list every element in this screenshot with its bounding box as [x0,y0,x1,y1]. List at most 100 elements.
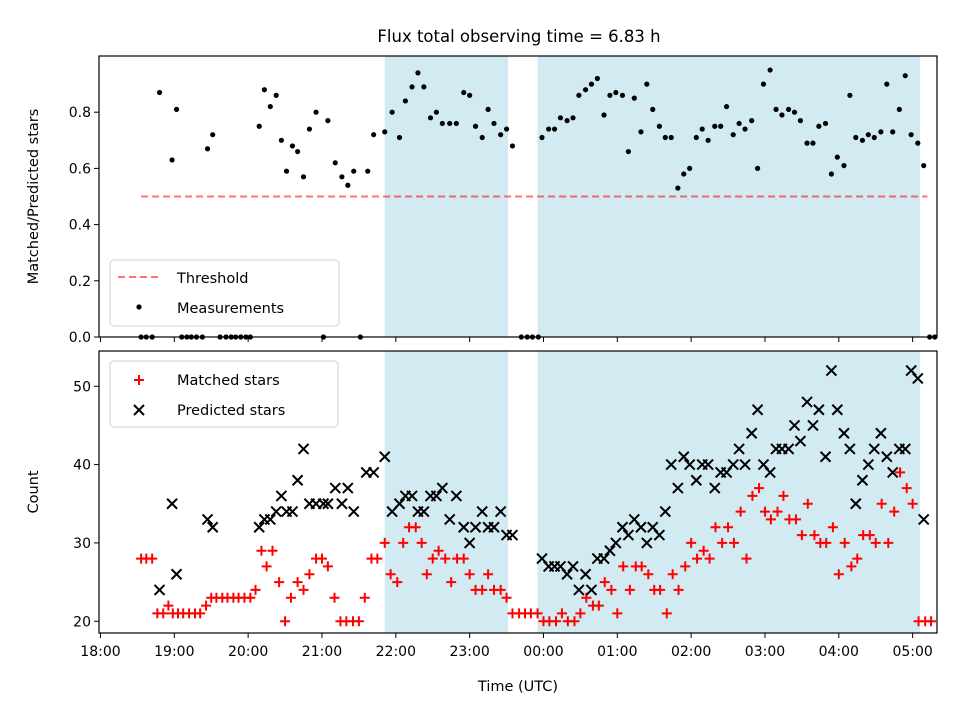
matched-stars-point [392,577,403,588]
predicted-stars-point [764,466,776,479]
matched-stars-point [316,553,327,564]
predicted-stars-point [868,443,880,455]
measurement-point [345,182,351,188]
matched-stars-point [735,506,746,517]
measurement-point [421,84,427,90]
matched-stars-point [280,616,291,627]
x-tick-label: 02:00 [671,644,711,660]
predicted-stars-point [665,458,677,471]
measurement-point [712,123,718,129]
measurement-point [853,134,859,141]
figure-title: Flux total observing time = 6.83 h [377,27,660,46]
measurement-point [810,140,816,146]
predicted-stars-point [709,482,721,494]
measurement-point [884,81,890,87]
predicted-stars-point [850,498,862,510]
measurement-point [351,168,357,174]
measurement-point [261,87,267,93]
matched-stars-point [458,553,469,564]
matched-stars-point [661,608,672,619]
predicted-stars-point [270,505,282,518]
matched-stars-point [285,592,296,603]
predicted-stars-point [494,505,507,518]
x-axis-label: Time (UTC) [477,679,558,695]
predicted-stars-point [807,419,819,432]
measurement-point [491,120,497,127]
matched-stars-point [427,553,438,564]
matched-stars-point [464,569,475,580]
predicted-stars-point [506,529,519,541]
predicted-stars-point [899,443,911,455]
predicted-stars-point [610,537,622,549]
y-axis-label: Count [26,470,42,513]
measurement-point [300,174,307,180]
legend-matched-label: Matched stars [177,373,280,389]
legend: Matched stars Predicted stars [109,360,339,428]
predicted-stars-point [838,427,850,439]
x-tick-label: 00:00 [523,644,563,660]
predicted-stars-point [844,443,856,455]
axes-frame [98,55,938,338]
y-tick-label: 0.4 [69,218,91,234]
measurement-point [915,140,921,146]
measurement-point [267,103,273,110]
matched-stars-point [398,537,409,548]
measurement-point [681,171,687,177]
matched-stars-point [759,506,770,517]
matched-stars-point [833,569,844,580]
matched-stars-point [421,569,432,580]
measurement-point [325,118,331,124]
predicted-stars-point [443,513,456,526]
x-tick-label: 23:00 [449,644,489,660]
predicted-stars-point [393,498,406,510]
matched-stars-point [532,608,543,619]
matched-stars-point [267,545,278,556]
measurement-point [607,92,613,98]
observing-window-0 [384,56,509,337]
y-tick-label: 20 [73,614,91,630]
predicted-stars-point [825,364,838,377]
measurement-point [156,89,163,96]
measurement-point [631,95,637,101]
measurement-point [723,103,730,110]
measurement-point [828,171,835,177]
measurement-point [668,134,674,141]
measurement-point [859,137,866,143]
predicted-stars-point [579,568,592,580]
predicted-stars-point [450,490,463,502]
measurement-point [461,89,467,96]
matched-stars-point [717,537,728,548]
measurement-point [730,132,736,138]
predicted-stars-point [782,443,795,455]
matched-stars-point [256,545,267,556]
predicted-stars-point [794,435,807,447]
predicted-stars-point [751,404,764,416]
predicted-stars-point [683,458,696,471]
matched-stars-point [551,616,562,627]
matched-stars-point [864,530,875,541]
predicted-stars-point [788,419,801,432]
matched-stars-point [195,608,206,619]
matched-stars-point [710,522,721,533]
y-axis-label: Matched/Predicted stars [26,109,42,285]
measurement-point [539,134,545,141]
predicted-stars-point [329,482,341,494]
measurement-point [619,92,626,98]
y-tick-label: 0.8 [69,105,91,121]
measurement-point [791,109,798,115]
legend-box [109,360,339,428]
matched-stars-point [261,561,272,572]
measurement-point [760,81,767,87]
measurement-point [210,132,216,138]
measurement-point [313,109,319,115]
x-tick-label: 05:00 [892,644,932,660]
matched-stars-point [821,537,832,548]
x-tick-label: 21:00 [302,644,342,660]
legend-predicted-swatch [133,404,145,416]
measurement-point [557,115,564,121]
measurement-point [439,120,445,127]
measurement-point [332,160,338,166]
measurement-point [204,146,211,152]
measurement-point [687,165,693,171]
predicted-stars-point [348,505,360,518]
